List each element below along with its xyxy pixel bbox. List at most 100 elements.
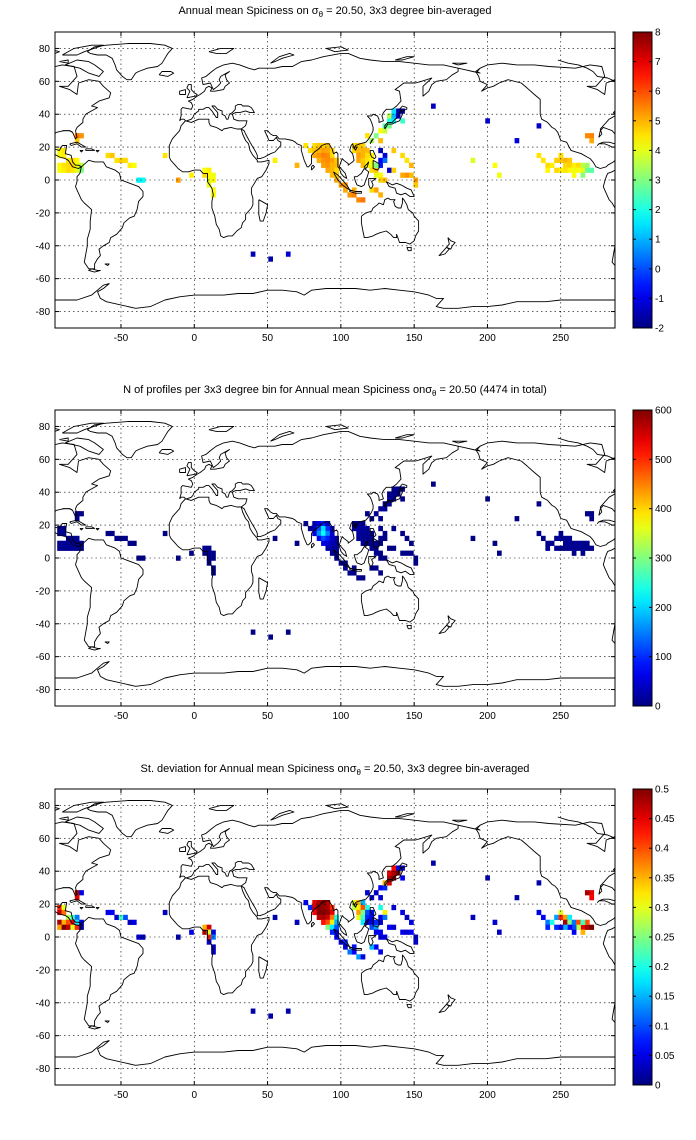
data-cell <box>365 914 370 921</box>
data-cell <box>391 491 397 497</box>
colorbar-tick-label: 0 <box>655 702 661 713</box>
data-cells <box>57 481 595 640</box>
data-cell <box>272 535 278 542</box>
y-tick-label: 60 <box>39 455 51 466</box>
data-cell <box>492 162 498 168</box>
data-cell <box>378 162 383 168</box>
data-cell <box>558 530 564 537</box>
data-cell <box>316 535 322 542</box>
colorbar-tick-label: -1 <box>655 294 664 305</box>
coastline <box>55 283 615 309</box>
data-cell <box>334 934 339 940</box>
coastline <box>596 519 615 526</box>
y-tick-label: -80 <box>36 1064 51 1075</box>
data-cell <box>387 167 392 173</box>
data-cell <box>514 138 520 144</box>
data-cell <box>74 511 80 517</box>
data-cell <box>387 118 392 124</box>
data-cell <box>378 895 383 901</box>
data-cell <box>369 924 375 930</box>
data-cell <box>554 535 559 542</box>
coastline <box>438 247 450 257</box>
data-cell <box>123 914 128 921</box>
data-cell <box>325 919 331 925</box>
data-cell <box>316 900 322 906</box>
coastline <box>95 906 100 910</box>
data-cell <box>294 540 300 546</box>
data-cell <box>79 167 84 173</box>
coastline <box>88 646 101 651</box>
data-cell <box>558 167 564 173</box>
data-cell <box>409 172 414 178</box>
data-cell <box>61 525 67 532</box>
data-cell <box>391 486 397 492</box>
data-cell <box>540 914 546 921</box>
data-cell <box>312 521 317 527</box>
data-cell <box>321 900 326 906</box>
x-tick-label: 250 <box>552 333 569 344</box>
coastline <box>11 812 30 819</box>
coastline <box>208 425 235 432</box>
data-cell <box>373 890 379 896</box>
data-cell <box>558 545 564 551</box>
coastline <box>369 138 374 145</box>
data-cell <box>321 919 326 925</box>
data-cell <box>312 909 317 916</box>
data-cell <box>140 177 146 183</box>
y-tick-label: -40 <box>36 619 51 630</box>
data-cell <box>334 919 339 925</box>
data-cell <box>580 162 586 168</box>
x-tick-label: 200 <box>479 711 496 722</box>
y-tick-label: 60 <box>39 834 51 845</box>
data-cell <box>360 197 366 203</box>
data-cell <box>65 162 71 168</box>
data-cell <box>211 187 216 193</box>
data-cell <box>562 545 568 551</box>
data-cell <box>387 501 392 507</box>
coastline <box>11 433 30 440</box>
data-cell <box>496 550 502 556</box>
data-cell <box>347 570 353 576</box>
coastline <box>179 52 459 179</box>
data-cell <box>554 167 559 173</box>
data-cell <box>514 516 520 522</box>
data-cell <box>294 162 300 168</box>
x-tick-label: -50 <box>114 711 129 722</box>
coastline <box>360 197 420 245</box>
data-cell <box>61 162 67 168</box>
coastline <box>55 50 60 54</box>
coastline <box>333 928 351 948</box>
colorbar-tick-label: 4 <box>655 146 661 157</box>
data-cell <box>329 167 335 173</box>
data-cell <box>57 152 62 159</box>
coastline <box>208 47 235 54</box>
data-cell <box>312 525 317 532</box>
data-cell <box>589 167 595 173</box>
data-cells <box>57 103 595 262</box>
data-cell <box>61 530 67 537</box>
data-cell <box>175 934 181 940</box>
data-cell <box>329 929 335 935</box>
data-cell <box>378 904 383 911</box>
data-cell <box>321 525 326 532</box>
data-cell <box>329 540 335 546</box>
data-cell <box>373 929 379 935</box>
chart-panel-3: St. deviation for Annual mean Spiciness … <box>11 763 675 1101</box>
data-cell <box>329 530 335 537</box>
data-cell <box>369 530 375 537</box>
data-cell <box>431 103 436 109</box>
data-cell <box>356 900 361 906</box>
data-cell <box>584 890 590 896</box>
coastline <box>611 623 615 644</box>
data-cell <box>589 545 595 551</box>
data-cell <box>571 550 577 556</box>
coastline <box>602 547 615 587</box>
coastline <box>64 816 104 834</box>
coastline <box>11 55 30 62</box>
data-cell <box>351 192 357 198</box>
coastline <box>326 424 349 431</box>
data-cell <box>162 152 168 159</box>
y-tick-label: 0 <box>44 554 50 565</box>
data-cell <box>334 929 339 935</box>
